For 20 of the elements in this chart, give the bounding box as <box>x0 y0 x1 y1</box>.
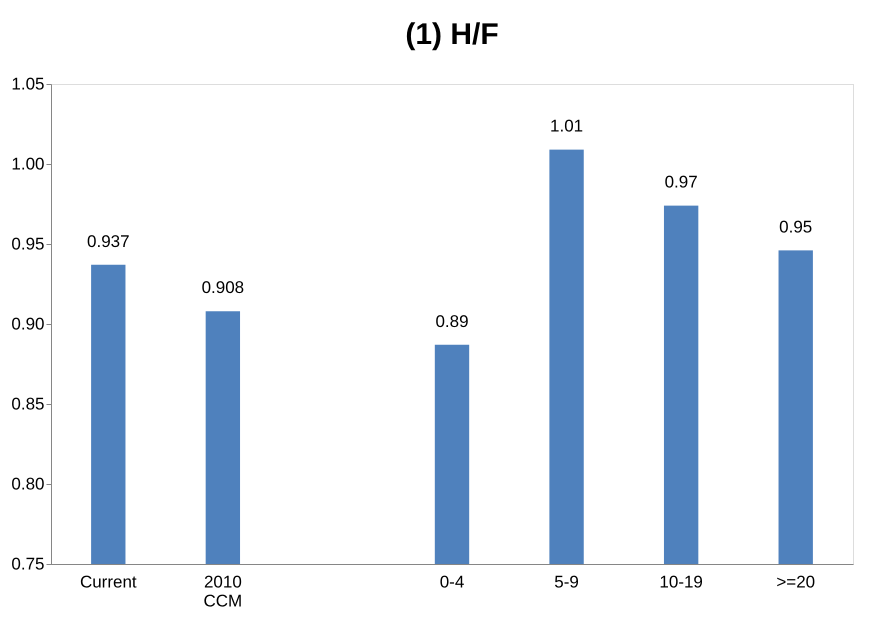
x-tick-label: 5-9 <box>554 572 579 592</box>
y-tick-label: 0.95 <box>11 234 44 254</box>
data-label: 1.01 <box>550 116 584 136</box>
x-tick-label: >=20 <box>776 572 816 592</box>
y-tick-label: 0.90 <box>11 314 44 334</box>
data-label: 0.95 <box>779 217 812 236</box>
x-tick-label: 10-19 <box>659 572 703 592</box>
y-tick-label: 1.05 <box>11 74 44 94</box>
data-label: 0.89 <box>435 312 469 331</box>
data-label: 0.908 <box>202 278 244 298</box>
x-tick-label: 0-4 <box>440 572 464 592</box>
y-tick-label: 0.85 <box>11 394 44 414</box>
data-label: 0.937 <box>87 232 130 251</box>
y-tick-label: 1.00 <box>11 154 44 174</box>
data-label: 0.97 <box>664 172 698 192</box>
y-tick-label: 0.75 <box>11 554 44 574</box>
x-tick-label: Current <box>80 572 137 592</box>
x-tick-label: 2010 CCM <box>204 572 242 610</box>
y-tick-label: 0.80 <box>11 474 44 494</box>
chart-title: (1) H/F <box>405 18 499 51</box>
